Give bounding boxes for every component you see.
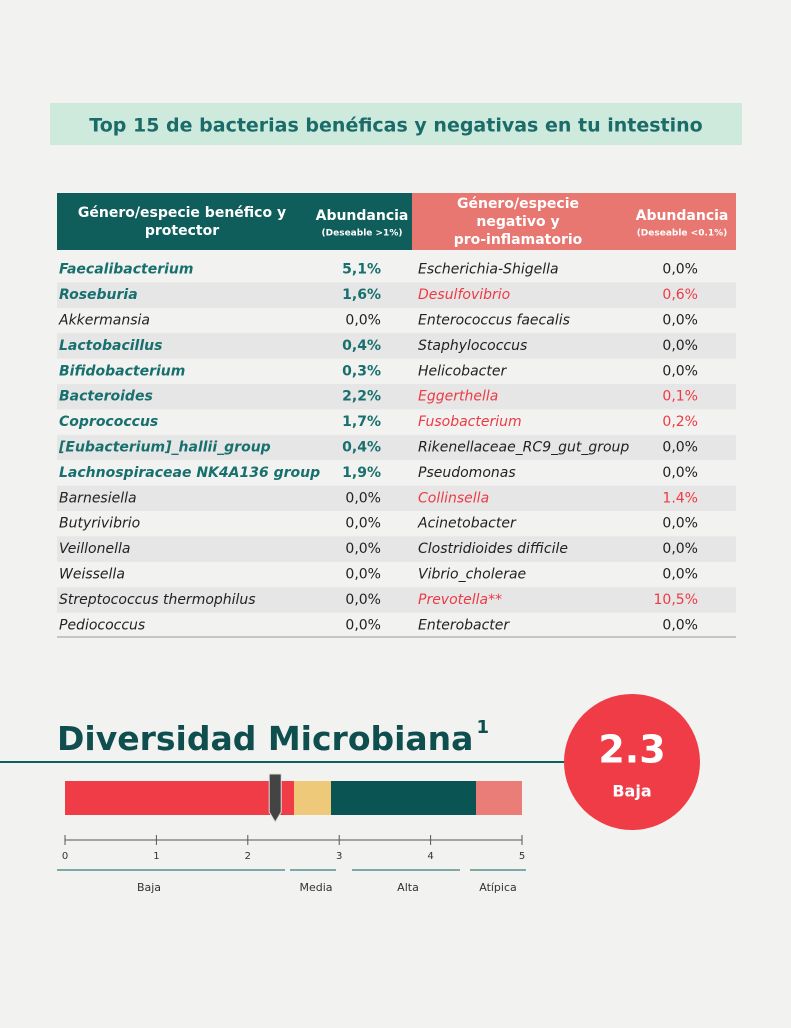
- abundance: 0,0%: [662, 465, 698, 481]
- diversity-heading: Diversidad Microbiana 1: [57, 717, 489, 758]
- header-left: [57, 193, 412, 250]
- taxon: Lactobacillus: [59, 338, 162, 354]
- score-badge: [564, 694, 700, 830]
- row-band: [57, 282, 736, 308]
- range-mid: [294, 781, 331, 815]
- taxon: Pseudomonas: [418, 465, 516, 481]
- abundance: 1,7%: [342, 414, 381, 430]
- abundance: 1,9%: [342, 465, 381, 481]
- taxon: Escherichia-Shigella: [418, 262, 559, 278]
- taxon: Rikenellaceae_RC9_gut_group: [418, 440, 629, 456]
- taxon: Clostridioides difficile: [418, 541, 568, 557]
- abundance: 0,0%: [662, 313, 698, 329]
- abundance: 1.4%: [662, 490, 698, 506]
- scale-label: 3: [336, 851, 342, 862]
- abundance: 0,0%: [345, 490, 381, 506]
- taxon: Eggerthella: [418, 389, 498, 405]
- abundance: 0,0%: [662, 541, 698, 557]
- taxon: Roseburia: [59, 287, 138, 303]
- abundance: 0,0%: [345, 617, 381, 633]
- abundance: 0,0%: [662, 567, 698, 583]
- abundance: 0,0%: [662, 338, 698, 354]
- taxon: Enterococcus faecalis: [418, 313, 570, 329]
- abundance: 0,0%: [345, 567, 381, 583]
- scale-label: 1: [153, 851, 159, 862]
- range-label: Baja: [137, 881, 161, 894]
- header-right: [412, 193, 736, 250]
- taxon: [Eubacterium]_hallii_group: [58, 440, 271, 456]
- abundance: 0,0%: [662, 617, 698, 633]
- abundance: 5,1%: [342, 262, 381, 278]
- scale-label: 2: [245, 851, 251, 862]
- row-band: [57, 536, 736, 562]
- score: 2.3: [598, 728, 665, 772]
- taxon: Butyrivibrio: [59, 516, 140, 532]
- header-note: (Deseable >1%): [322, 229, 403, 239]
- header-text: Abundancia: [636, 208, 729, 224]
- taxon: Lachnospiraceae NK4A136 group: [59, 465, 320, 481]
- taxon: Pediococcus: [59, 617, 145, 633]
- abundance: 0,2%: [662, 414, 698, 430]
- score-label: Baja: [612, 782, 651, 801]
- abundance: 0,0%: [345, 592, 381, 608]
- row-band: [57, 384, 736, 410]
- range-label: Media: [299, 881, 332, 894]
- abundance: 0,1%: [662, 389, 698, 405]
- taxon: Veillonella: [59, 541, 130, 557]
- title-banner: [50, 103, 742, 145]
- row-band: [57, 333, 736, 359]
- taxon: Enterobacter: [418, 617, 510, 633]
- abundance: 0,0%: [345, 313, 381, 329]
- abundance: 0,4%: [342, 440, 381, 456]
- scale-label: 4: [427, 851, 433, 862]
- taxon: Akkermansia: [58, 313, 150, 329]
- header-text: Género/especie negativo y pro-inflamatorio: [454, 196, 583, 248]
- taxon: Barnesiella: [59, 490, 137, 506]
- row-band: [57, 587, 736, 613]
- taxon: Prevotella**: [418, 592, 502, 608]
- row-band: [57, 434, 736, 461]
- taxon: Vibrio_cholerae: [418, 567, 526, 583]
- abundance: 0,0%: [662, 516, 698, 532]
- abundance: 1,6%: [342, 287, 381, 303]
- row-band: [57, 485, 736, 511]
- header-note: (Deseable <0.1%): [637, 229, 728, 239]
- abundance: 0,0%: [345, 541, 381, 557]
- abundance: 2,2%: [342, 389, 381, 405]
- scale-label: 0: [62, 851, 68, 862]
- taxon: Bifidobacterium: [59, 363, 185, 379]
- abundance: 0,0%: [345, 516, 381, 532]
- taxon: Fusobacterium: [418, 414, 522, 430]
- range-atypical: [476, 781, 522, 815]
- taxon: Helicobacter: [418, 363, 507, 379]
- range-low: [65, 781, 294, 815]
- range-high: [331, 781, 476, 815]
- taxon: Streptococcus thermophilus: [59, 592, 256, 608]
- taxon: Weissella: [59, 567, 125, 583]
- taxon: Coprococcus: [59, 414, 158, 430]
- range-label: Alta: [397, 881, 419, 894]
- taxon: Collinsella: [418, 490, 489, 506]
- taxon: Acinetobacter: [417, 516, 517, 532]
- taxon: Bacteroides: [59, 389, 153, 405]
- title: Top 15 de bacterias benéficas y negativa…: [89, 115, 702, 137]
- abundance: 0,0%: [662, 363, 698, 379]
- abundance: 0,0%: [662, 262, 698, 278]
- abundance: 0,6%: [662, 287, 698, 303]
- header-text: Abundancia: [316, 208, 409, 224]
- header-text: Género/especie benéfico y protector: [78, 205, 286, 239]
- abundance: 10,5%: [654, 592, 698, 608]
- taxon: Faecalibacterium: [59, 262, 193, 278]
- scale-label: 5: [519, 851, 525, 862]
- range-label: Atípica: [479, 881, 517, 894]
- taxon: Desulfovibrio: [418, 287, 510, 303]
- abundance: 0,0%: [662, 440, 698, 456]
- abundance: 0,4%: [342, 338, 381, 354]
- taxon: Staphylococcus: [418, 338, 527, 354]
- abundance: 0,3%: [342, 363, 381, 379]
- score-marker: [268, 773, 282, 823]
